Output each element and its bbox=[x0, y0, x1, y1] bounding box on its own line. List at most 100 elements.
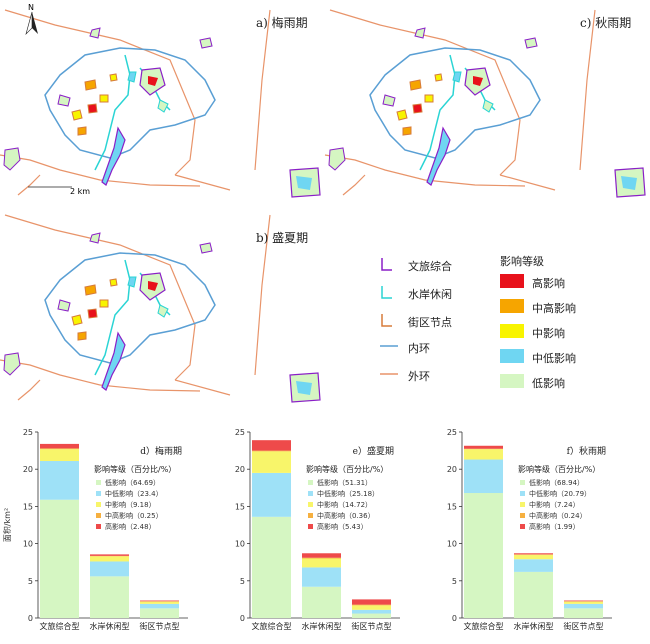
category-label: 街区节点型 bbox=[140, 621, 180, 631]
chart-legend-label: 低影响（51.31） bbox=[317, 478, 372, 487]
legend-impact-mid: 中影响 bbox=[532, 327, 565, 340]
y-tick-label: 20 bbox=[235, 465, 245, 474]
y-tick-label: 15 bbox=[447, 502, 457, 511]
bar-segment bbox=[140, 603, 179, 609]
chart-legend-label: 中低影响（25.18） bbox=[317, 489, 379, 498]
chart-panel-d: 0 5 10 15 20 25 面积/km² 文旅综合型 水岸休闲型 街区节点型 d）梅雨期影响等级… bbox=[2, 428, 188, 631]
legend-symbol-cultural bbox=[381, 258, 392, 271]
legend-swatch-mid-high bbox=[500, 299, 524, 313]
map-title-b: b) 盛夏期 bbox=[256, 231, 309, 245]
bar-segment bbox=[464, 493, 503, 618]
bar-segment bbox=[40, 448, 79, 450]
chart-legend-swatch bbox=[96, 491, 101, 496]
y-tick-label: 5 bbox=[452, 577, 457, 586]
category-label: 文旅综合型 bbox=[464, 621, 504, 631]
map-title-a: a) 梅雨期 bbox=[256, 16, 308, 30]
bar-segment bbox=[140, 608, 179, 618]
bar-segment bbox=[90, 576, 129, 618]
bar-segment bbox=[40, 443, 79, 449]
bar-segment bbox=[252, 472, 291, 517]
chart-title: e）盛夏期 bbox=[353, 445, 394, 457]
chart-legend-label: 中高影响（0.36） bbox=[317, 511, 375, 520]
map-panel-a bbox=[0, 9, 321, 198]
y-tick-label: 5 bbox=[28, 577, 33, 586]
bar-segment bbox=[352, 605, 391, 610]
bar-segment bbox=[252, 451, 291, 473]
bar-segment bbox=[140, 600, 179, 602]
chart-legend-label: 中影响（9.18） bbox=[105, 500, 156, 509]
chart-legend-swatch bbox=[520, 502, 525, 507]
chart-legend-swatch bbox=[520, 480, 525, 485]
y-axis-label: 面积/km² bbox=[2, 508, 12, 542]
legend-label-outer-ring: 外环 bbox=[408, 370, 430, 383]
bar-segment bbox=[352, 604, 391, 606]
bar-segment bbox=[302, 558, 341, 568]
chart-legend-swatch bbox=[308, 480, 313, 485]
y-tick-label: 5 bbox=[240, 577, 245, 586]
chart-legend-swatch bbox=[520, 491, 525, 496]
chart-legend-swatch bbox=[308, 502, 313, 507]
chart-legend-swatch bbox=[96, 480, 101, 485]
chart-legend-label: 高影响（2.48） bbox=[105, 522, 156, 531]
bar-segment bbox=[464, 459, 503, 494]
legend-symbol-district bbox=[381, 314, 392, 327]
chart-legend-label: 中影响（7.24） bbox=[529, 500, 580, 509]
y-tick-label: 25 bbox=[23, 428, 33, 437]
category-label: 水岸休闲型 bbox=[302, 621, 342, 631]
category-label: 文旅综合型 bbox=[40, 621, 80, 631]
y-tick-label: 10 bbox=[235, 540, 245, 549]
y-tick-label: 0 bbox=[240, 614, 245, 623]
bar-segment bbox=[90, 561, 129, 577]
chart-legend-swatch bbox=[520, 513, 525, 518]
bar-segment bbox=[564, 600, 603, 602]
bar-segment bbox=[464, 445, 503, 449]
y-tick-label: 10 bbox=[447, 540, 457, 549]
bar-segment bbox=[90, 554, 129, 556]
bar-segment bbox=[252, 450, 291, 452]
bar-segment bbox=[564, 603, 603, 609]
category-label: 水岸休闲型 bbox=[514, 621, 554, 631]
category-label: 街区节点型 bbox=[564, 621, 604, 631]
chart-legend-label: 中高影响（0.25） bbox=[105, 511, 163, 520]
chart-legend-label: 中低影响（20.79） bbox=[529, 489, 591, 498]
chart-legend-swatch bbox=[96, 502, 101, 507]
bar-segment bbox=[564, 601, 603, 604]
bar-segment bbox=[564, 608, 603, 618]
legend-impact-title: 影响等级 bbox=[500, 255, 544, 268]
legend-label-cultural: 文旅综合 bbox=[408, 260, 452, 273]
bar-segment bbox=[302, 567, 341, 587]
y-tick-label: 25 bbox=[235, 428, 245, 437]
legend-impact-mid-low: 中低影响 bbox=[532, 352, 576, 365]
chart-title: d）梅雨期 bbox=[140, 445, 182, 457]
bar-segment bbox=[352, 613, 391, 618]
maps-area: N 2 km bbox=[0, 3, 646, 403]
chart-legend-label: 中低影响（23.4） bbox=[105, 489, 163, 498]
legend-label-inner-ring: 内环 bbox=[408, 342, 430, 355]
bar-segment bbox=[302, 586, 341, 618]
y-tick-label: 25 bbox=[447, 428, 457, 437]
chart-legend-label: 高影响（1.99） bbox=[529, 522, 580, 531]
category-label: 水岸休闲型 bbox=[90, 621, 130, 631]
legend-label-waterfront: 水岸休闲 bbox=[408, 288, 452, 301]
scale-text: 2 km bbox=[70, 187, 90, 196]
bar-segment bbox=[140, 601, 179, 604]
chart-panel-e: 0 5 10 15 20 25 文旅综合型 水岸休闲型 街区节点型 e）盛夏期影响等级（百分比/%… bbox=[235, 428, 400, 631]
chart-legend-label: 低影响（68.94） bbox=[529, 478, 584, 487]
bar-segment bbox=[464, 449, 503, 460]
map-title-c: c) 秋雨期 bbox=[580, 16, 632, 30]
legend-swatch-mid-low bbox=[500, 349, 524, 363]
chart-legend-swatch bbox=[308, 513, 313, 518]
bar-segment bbox=[252, 516, 291, 618]
legend-swatch-high bbox=[500, 274, 524, 288]
chart-legend-label: 高影响（5.43） bbox=[317, 522, 368, 531]
north-label: N bbox=[28, 3, 34, 12]
bar-segment bbox=[40, 499, 79, 618]
legend-label-district: 街区节点 bbox=[408, 316, 452, 329]
chart-legend-label: 低影响（64.69） bbox=[105, 478, 160, 487]
category-label: 街区节点型 bbox=[352, 621, 392, 631]
chart-legend-swatch bbox=[520, 524, 525, 529]
legend-impact-high: 高影响 bbox=[532, 277, 565, 290]
north-arrow-icon bbox=[25, 11, 38, 36]
bar-segment bbox=[252, 440, 291, 451]
